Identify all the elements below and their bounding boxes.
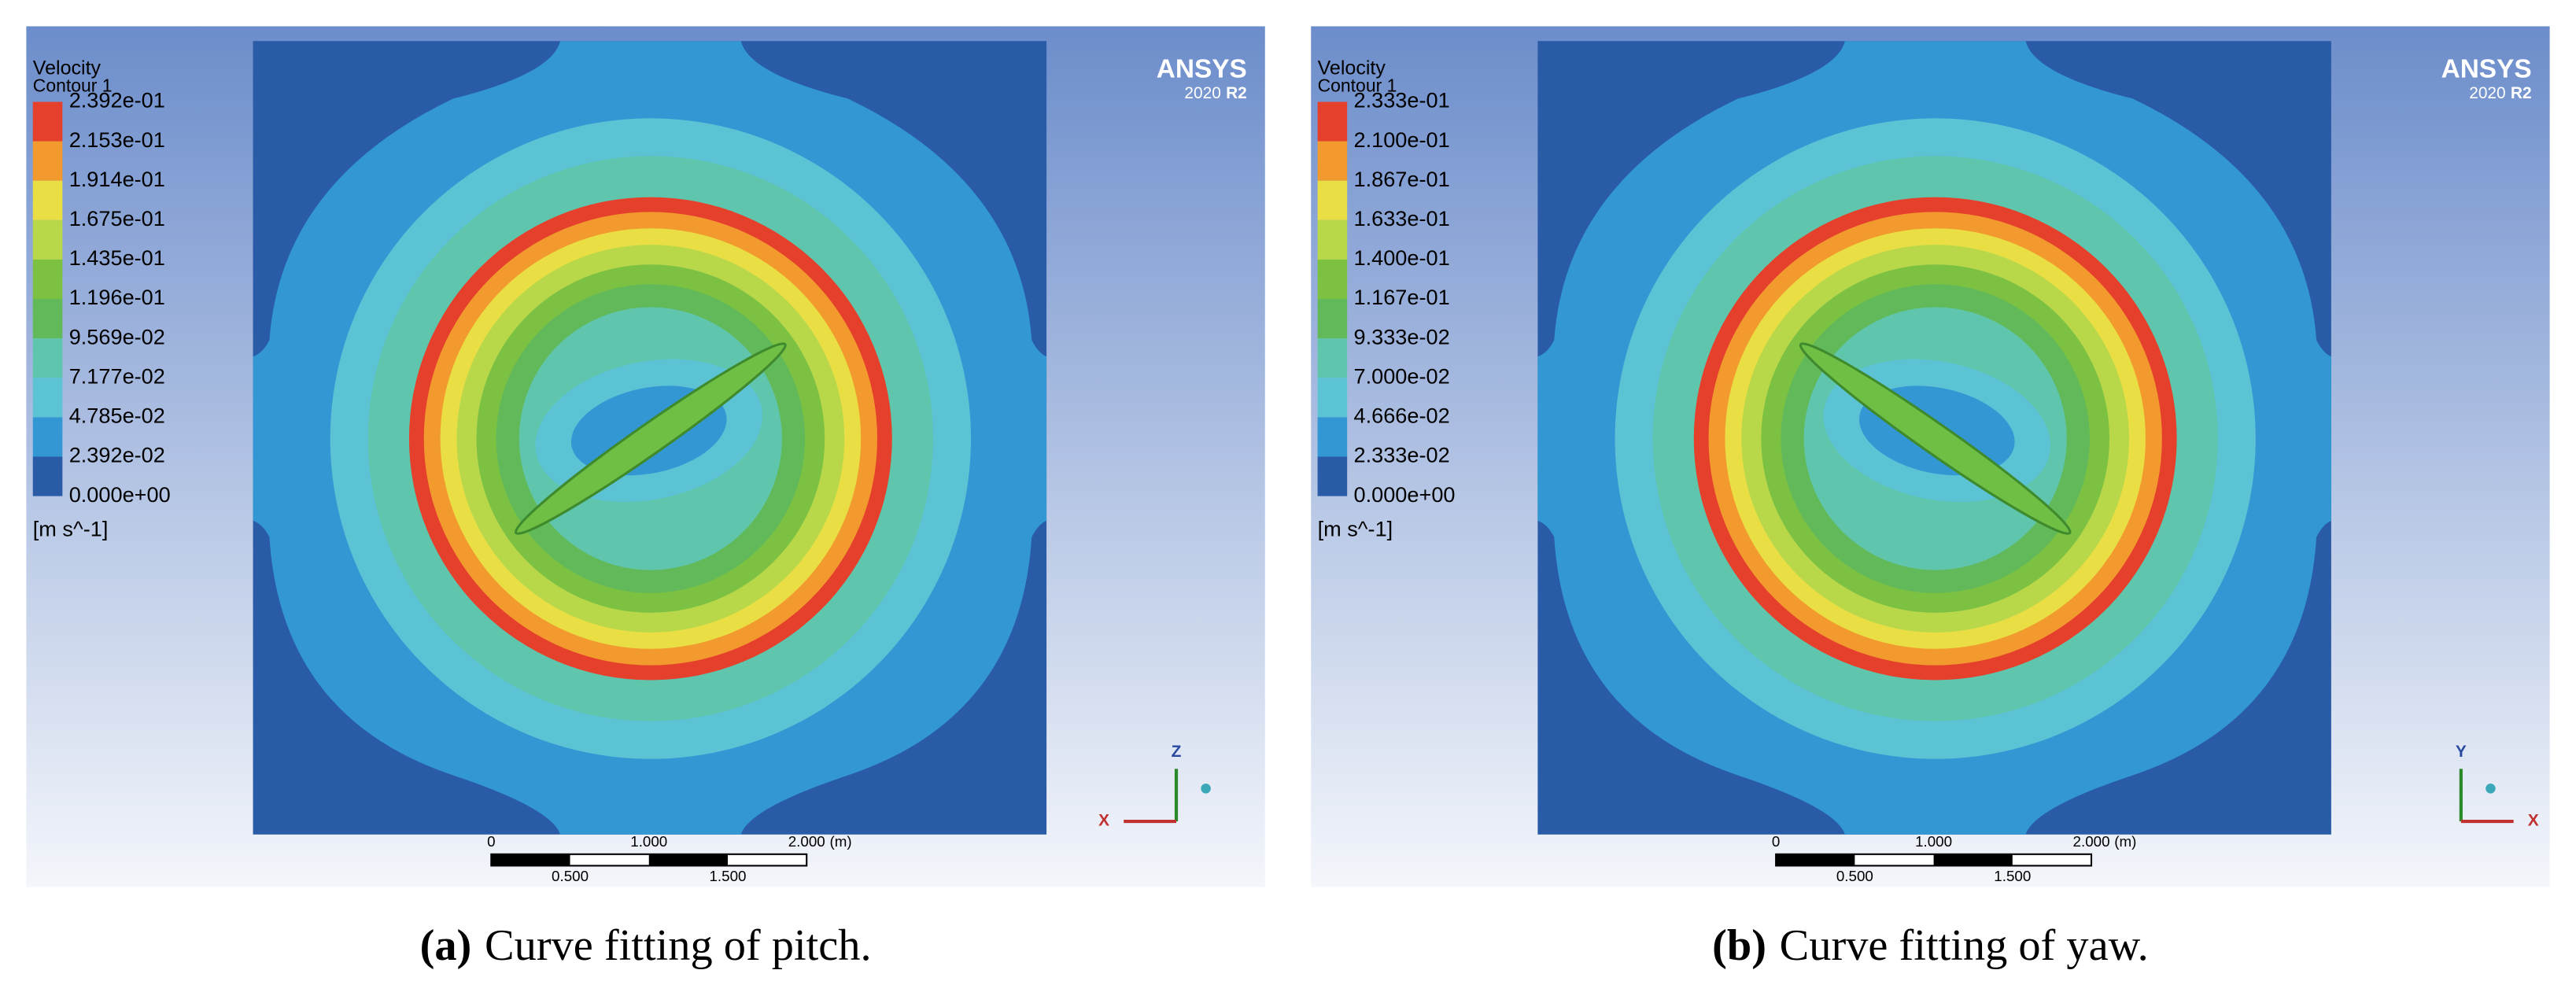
legend-swatch (32, 456, 63, 496)
logo: ANSYS (2441, 55, 2532, 84)
legend-label: 1.675e-01 (69, 206, 165, 231)
legend-unit: [m s^-1] (1318, 517, 1393, 541)
legend-label: 2.100e-01 (1354, 127, 1450, 152)
legend-swatch (1317, 180, 1348, 220)
legend-swatch (32, 219, 63, 260)
legend-label: 4.666e-02 (1354, 404, 1450, 428)
legend-label: 2.153e-01 (69, 127, 165, 152)
legend-swatch (1317, 338, 1348, 378)
legend-label: 7.000e-02 (1354, 363, 1450, 388)
legend-subtitle: Contour 1 (33, 76, 113, 96)
legend-swatch (32, 101, 63, 142)
scale-unit: (m) (829, 833, 851, 850)
scale-bar-segment (648, 854, 728, 866)
version-year: 2020 (1184, 84, 1220, 102)
legend-title: Velocity (1318, 57, 1386, 79)
scale-unit: (m) (2114, 833, 2136, 850)
contour-plot (253, 41, 1047, 835)
scale-label: 1.000 (630, 833, 667, 850)
version-release: R2 (2511, 84, 2532, 102)
contour-plot (1537, 41, 2331, 835)
version-year: 2020 (2469, 84, 2505, 102)
legend-label: 9.333e-02 (1354, 324, 1450, 349)
legend-label: 0.000e+00 (69, 482, 171, 507)
legend-swatch (32, 180, 63, 220)
legend-swatch (1317, 378, 1348, 418)
legend-swatch (32, 378, 63, 418)
legend-swatch (32, 141, 63, 181)
legend-subtitle: Contour 1 (1318, 76, 1397, 96)
legend-label: 1.196e-01 (69, 285, 165, 309)
legend-swatch (32, 417, 63, 457)
legend-swatch (32, 338, 63, 378)
axis-label-vertical: Y (2456, 743, 2467, 761)
legend-label: 1.914e-01 (69, 167, 165, 191)
axis-origin (2486, 784, 2496, 794)
legend-label: 1.400e-01 (1354, 245, 1450, 270)
legend-label: 1.167e-01 (1354, 285, 1450, 309)
scale-label: 2.000 (2073, 833, 2110, 850)
legend-swatch (32, 259, 63, 300)
legend-swatch (1317, 259, 1348, 300)
caption-label: (b) (1712, 921, 1766, 970)
legend-swatch (1317, 101, 1348, 142)
scale-label: 0 (1772, 833, 1780, 850)
scale-label: 0.500 (1836, 868, 1873, 884)
legend-label: 2.392e-01 (69, 88, 165, 113)
caption: (b) Curve fitting of yaw. (1712, 921, 2149, 970)
logo: ANSYS (1157, 55, 1247, 84)
caption-label: (a) (420, 921, 472, 970)
legend-label: 2.333e-01 (1354, 88, 1450, 113)
legend-label: 2.392e-02 (69, 443, 165, 467)
version-release: R2 (1226, 84, 1247, 102)
scale-bar-segment (491, 854, 570, 866)
legend-label: 2.333e-02 (1354, 443, 1450, 467)
legend-swatch (32, 299, 63, 339)
legend-label: 9.569e-02 (69, 324, 165, 349)
scale-bar-segment (1776, 854, 1855, 866)
caption-text: Curve fitting of yaw. (1780, 921, 2149, 970)
legend-label: 7.177e-02 (69, 363, 165, 388)
hull (514, 342, 787, 535)
scale-label: 1.500 (1994, 868, 2031, 884)
legend-swatch (1317, 219, 1348, 260)
legend-label: 4.785e-02 (69, 404, 165, 428)
legend-label: 1.867e-01 (1354, 167, 1450, 191)
legend-swatch (1317, 141, 1348, 181)
axis-label-vertical: Z (1172, 743, 1182, 761)
legend-swatch (1317, 299, 1348, 339)
axis-label-horizontal: X (2528, 812, 2539, 830)
scale-label: 0.500 (552, 868, 589, 884)
version: 2020 R2 (2469, 84, 2531, 102)
legend-swatch (1317, 456, 1348, 496)
scale-label: 2.000 (788, 833, 825, 850)
scale-label: 1.500 (709, 868, 746, 884)
hull (1799, 342, 2072, 535)
legend-title: Velocity (33, 57, 101, 79)
scale-label: 1.000 (1915, 833, 1952, 850)
legend-unit: [m s^-1] (33, 517, 109, 541)
caption: (a) Curve fitting of pitch. (420, 921, 872, 970)
scale-label: 0 (487, 833, 495, 850)
scale-bar-segment (1933, 854, 2013, 866)
legend-label: 1.435e-01 (69, 245, 165, 270)
legend-label: 0.000e+00 (1354, 482, 1456, 507)
caption-text: Curve fitting of pitch. (485, 921, 871, 970)
legend-label: 1.633e-01 (1354, 206, 1450, 231)
version: 2020 R2 (1184, 84, 1246, 102)
axis-label-horizontal: X (1098, 812, 1109, 830)
legend-swatch (1317, 417, 1348, 457)
axis-origin (1201, 784, 1211, 794)
